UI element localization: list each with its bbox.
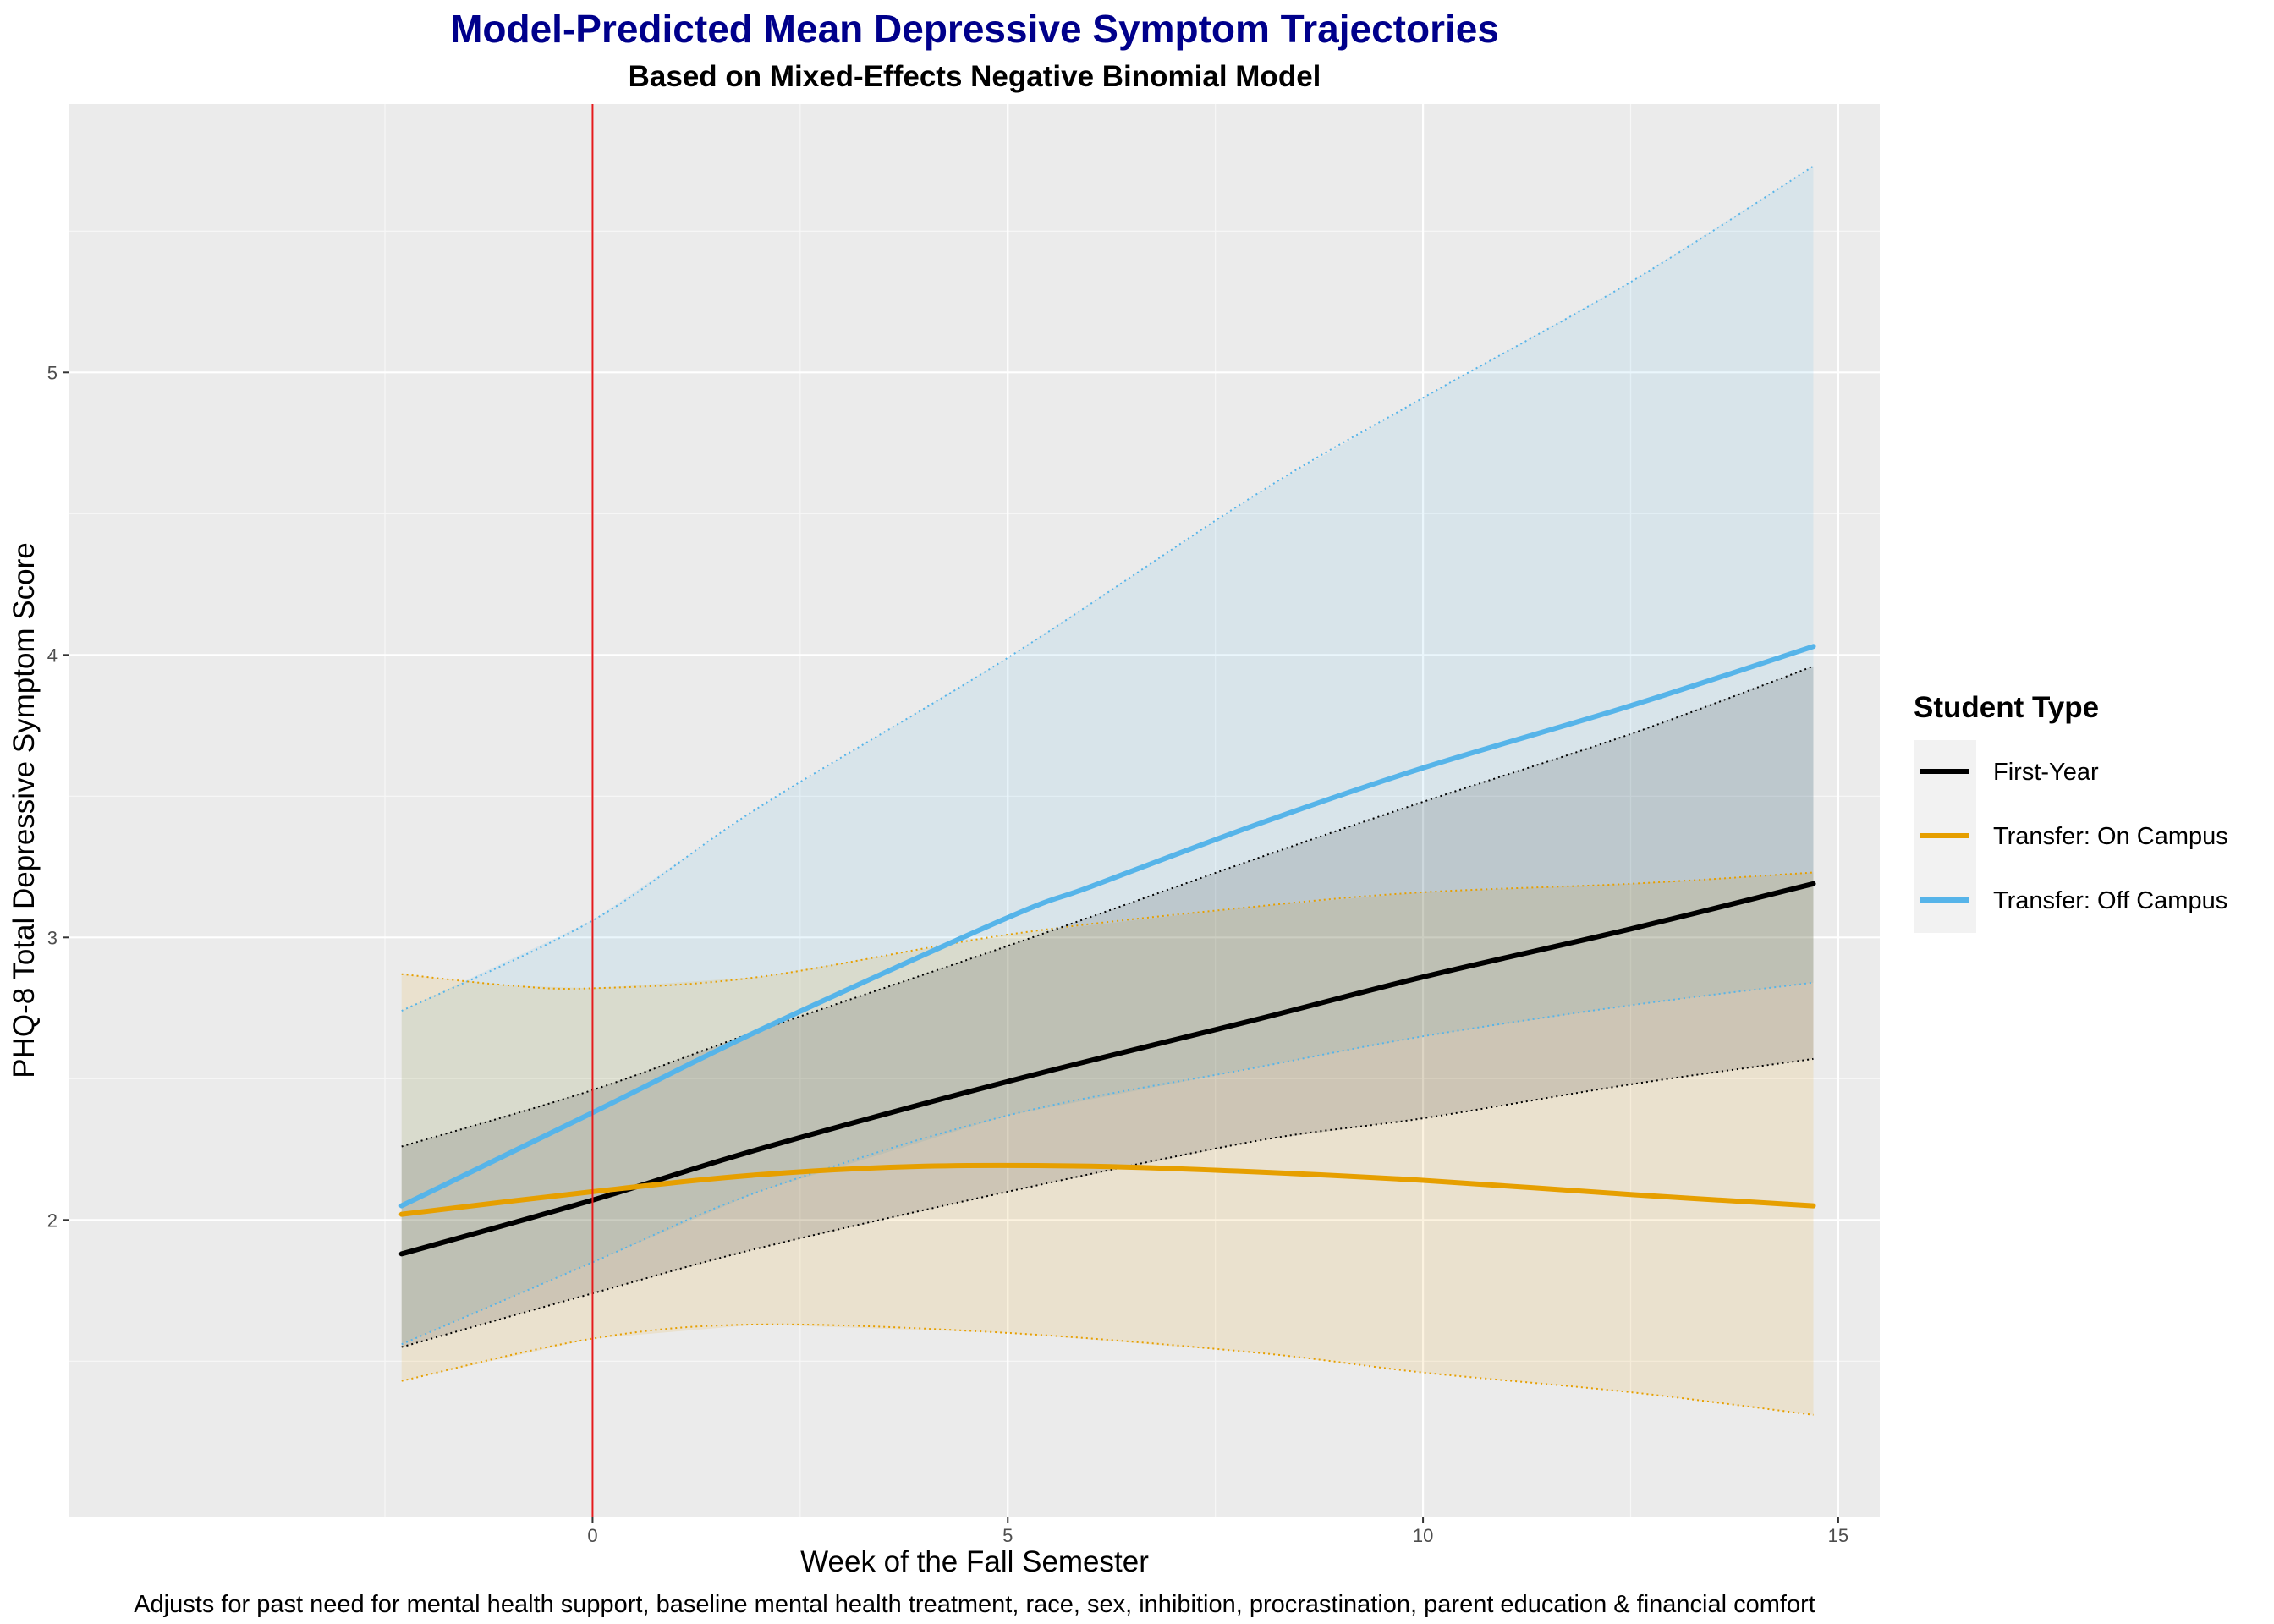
minor-gridlines (69, 104, 1880, 1517)
ci-upper-transfer-off-campus (401, 165, 1815, 1012)
line-transfer-on-campus (398, 1162, 1816, 1217)
y-axis-ticks: 2 3 4 5 (47, 362, 69, 1231)
x-tick-label: 15 (1828, 1525, 1848, 1546)
legend-title: Student Type (1914, 691, 2099, 724)
chart-caption: Adjusts for past need for mental health … (134, 1591, 1815, 1618)
chart-subtitle: Based on Mixed-Effects Negative Binomial… (629, 60, 1321, 93)
legend-items: First-Year Transfer: On Campus Transfer: O… (1914, 740, 2228, 933)
ribbon-transfer-on-campus (401, 872, 1814, 1415)
x-tick-label: 0 (587, 1525, 597, 1546)
y-axis-label: PHQ-8 Total Depressive Symptom Score (8, 542, 41, 1078)
x-tick-label: 5 (1002, 1525, 1013, 1546)
line-transfer-off-campus (398, 644, 1816, 1209)
x-axis-ticks: 0 5 10 15 (587, 1517, 1848, 1546)
y-tick-label: 4 (47, 645, 58, 666)
x-axis-label: Week of the Fall Semester (800, 1545, 1149, 1578)
plot-panel (69, 104, 1880, 1517)
legend-label-transfer-on-campus: Transfer: On Campus (1993, 823, 2228, 850)
legend-label-first-year: First-Year (1993, 759, 2099, 786)
ci-lower-transfer-off-campus (401, 981, 1814, 1346)
chart-title: Model-Predicted Mean Depressive Symptom … (450, 7, 1499, 51)
y-tick-label: 2 (47, 1210, 58, 1231)
ci-upper-first-year (401, 665, 1814, 1148)
y-tick-label: 3 (47, 927, 58, 948)
legend-label-transfer-off-campus: Transfer: Off Campus (1993, 887, 2227, 914)
legend: Student Type First-Year Transfer: On Camp… (1914, 691, 2228, 933)
ribbon-transfer-off-campus (401, 166, 1814, 1345)
trajectory-lines (398, 644, 1816, 1257)
x-tick-label: 10 (1413, 1525, 1433, 1546)
line-first-year (398, 881, 1816, 1257)
y-tick-label: 5 (47, 362, 58, 383)
